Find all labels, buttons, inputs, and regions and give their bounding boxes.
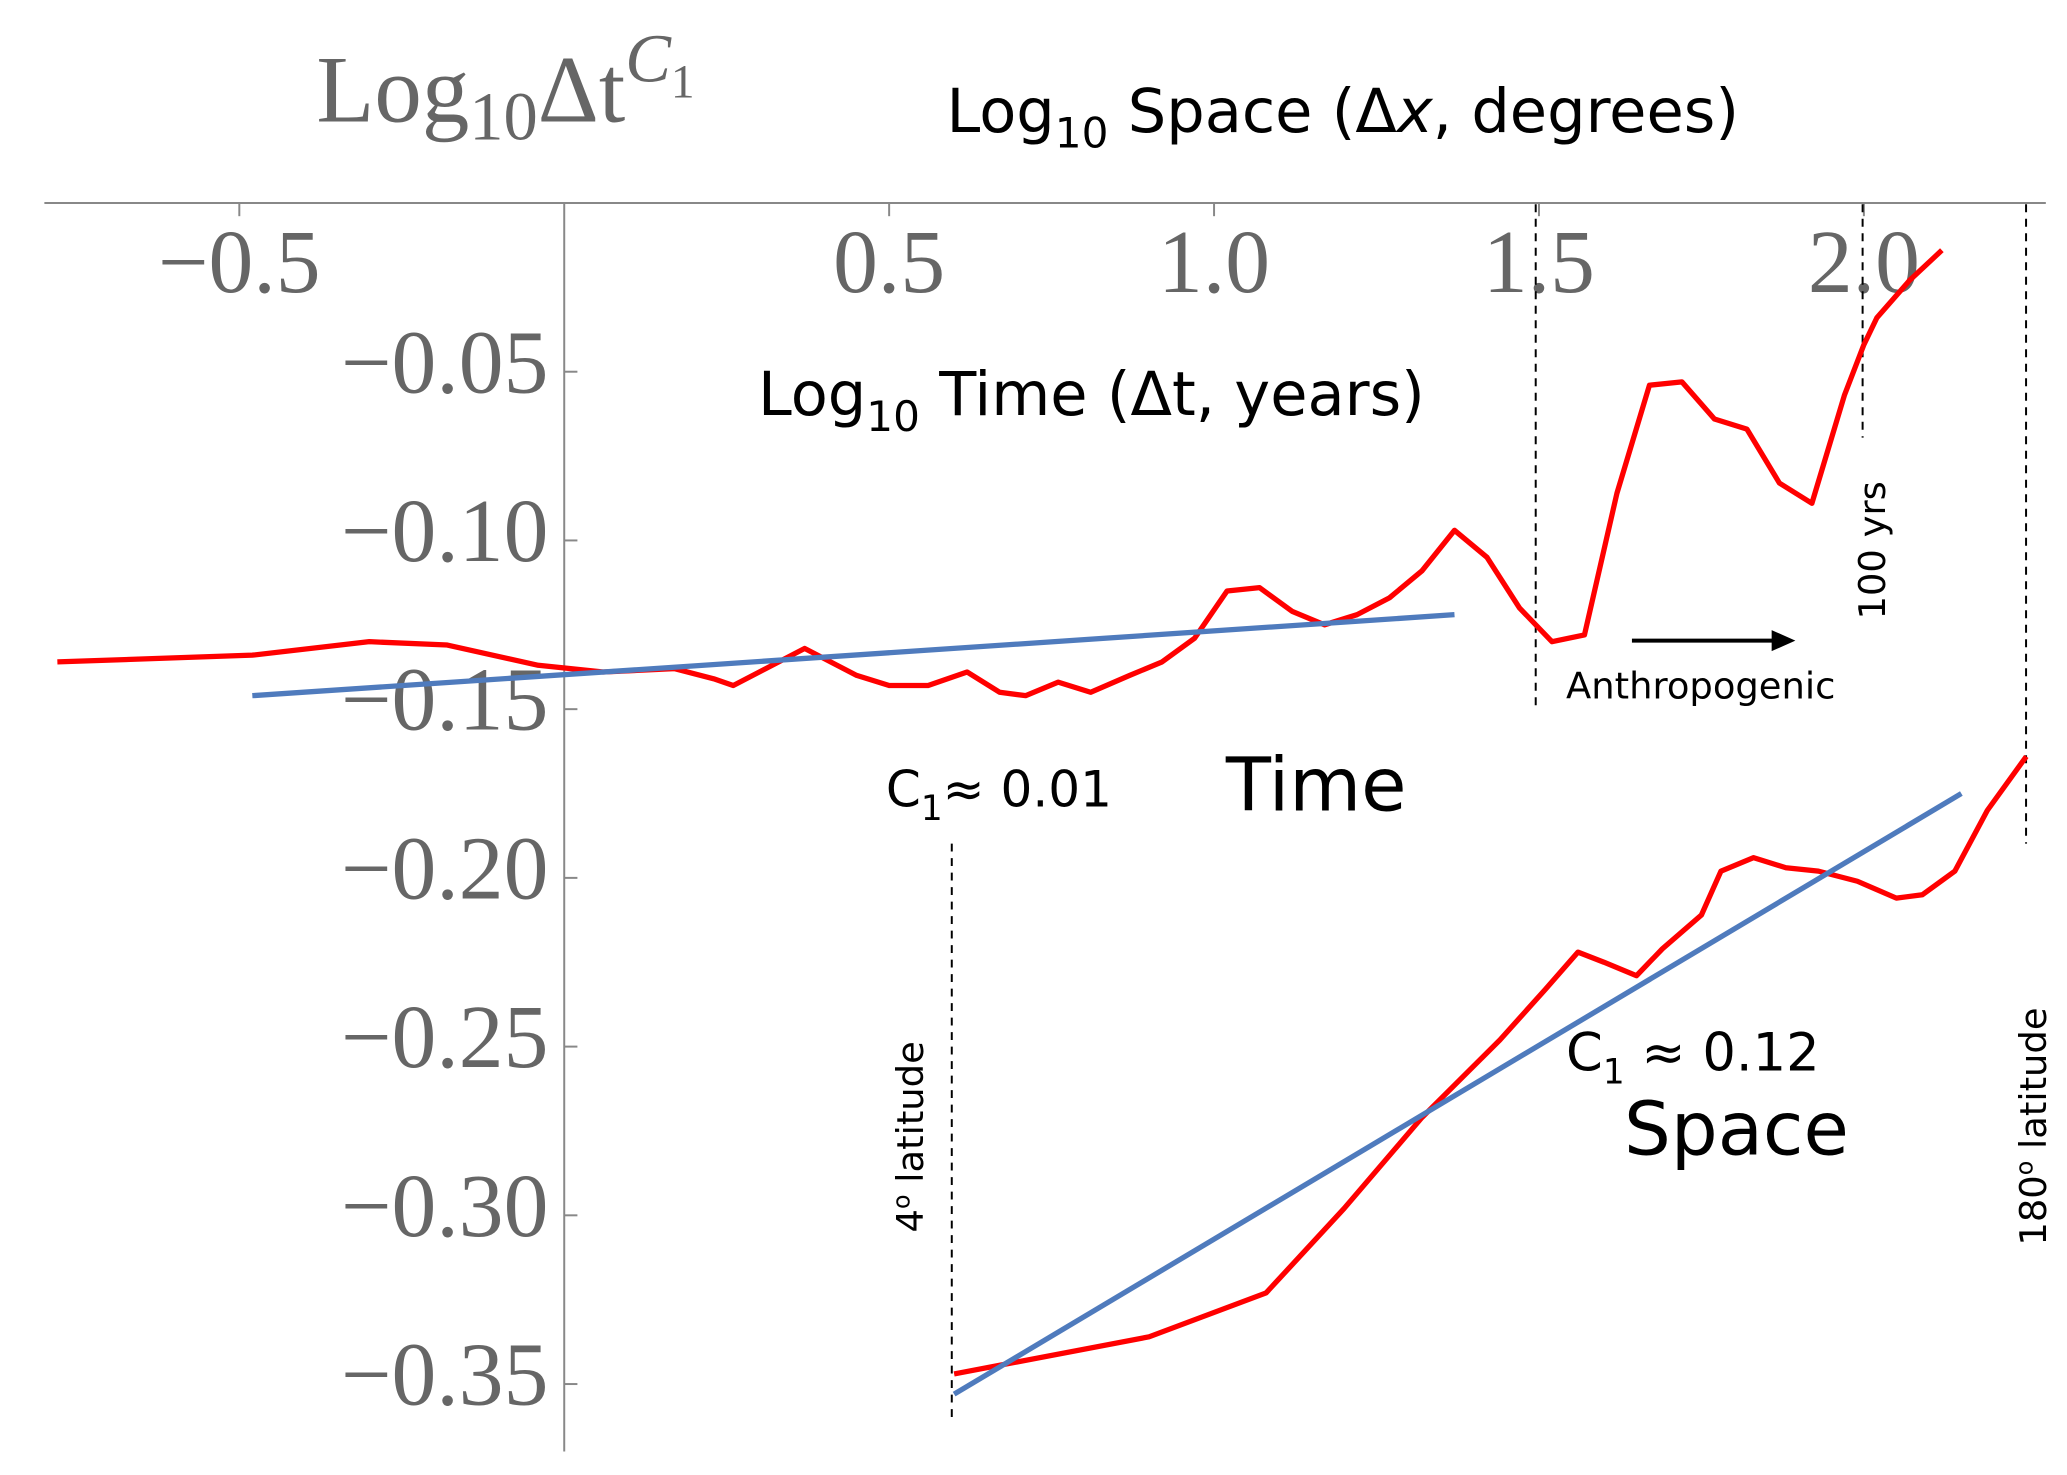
annotation: 4o latitude — [888, 1041, 932, 1232]
annotation: C1≈ 0.01 — [886, 761, 1112, 829]
label-part: C — [1566, 1022, 1603, 1083]
label-part: 180 — [2012, 1175, 2055, 1245]
x-axis-label: Log10 Time (Δt, years) — [758, 360, 1425, 441]
series-line — [57, 248, 1944, 699]
label-part: latitude — [889, 1041, 932, 1194]
label-part: ≈ 0.12 — [1625, 1022, 1820, 1083]
y-axis-label: Log10ΔtC1 — [316, 21, 694, 155]
x-tick-label: 2.0 — [1808, 213, 1920, 312]
y-tick-label: −0.20 — [341, 819, 548, 918]
x-tick-label: 0.5 — [833, 213, 945, 312]
label-part: Log — [758, 360, 866, 430]
annotation: 100 yrs — [1851, 481, 1894, 619]
label-sup-sub: 1 — [671, 57, 695, 109]
series-line — [952, 791, 1963, 1397]
y-tick-label: −0.30 — [341, 1157, 548, 1256]
annotation: Space — [1624, 1087, 1849, 1173]
x-tick-label: 1.0 — [1158, 213, 1270, 312]
label-part: x — [1395, 77, 1434, 147]
series-line — [252, 612, 1455, 699]
x-tick-label: 1.5 — [1483, 213, 1595, 312]
label-part: Δt — [538, 36, 625, 142]
x-axis-label-top: Log10 Space (Δx, degrees) — [947, 77, 1740, 158]
label-sup: o — [2011, 1161, 2039, 1176]
label-sub: 1 — [921, 789, 943, 829]
series-line — [953, 754, 2029, 1377]
arrow-head — [1771, 630, 1796, 652]
y-tick-label: −0.35 — [341, 1326, 548, 1425]
label-sup: C — [625, 21, 672, 97]
label-part: Space (Δ — [1108, 77, 1396, 147]
label-sub: 10 — [866, 392, 920, 441]
label-sub: 1 — [1603, 1053, 1625, 1093]
label-part: , degrees) — [1433, 77, 1739, 147]
label-sub: 10 — [1055, 109, 1109, 158]
y-tick-label: −0.15 — [341, 651, 548, 750]
label-sup: o — [888, 1194, 916, 1209]
y-tick-label: −0.05 — [341, 313, 548, 412]
axes: −0.5 0.5 1.0 1.5 2.0 −0.05 −0.10 −0.15 −0.20 −0.2… — [44, 202, 2046, 1452]
annotation: C1 ≈ 0.12 — [1566, 1022, 1820, 1092]
x-tick-label: −0.5 — [158, 213, 321, 312]
label-part: Log — [316, 36, 469, 142]
annotation: Time — [1225, 743, 1407, 829]
annotation: Anthropogenic — [1566, 665, 1835, 708]
label-part: C — [886, 761, 921, 819]
y-tick-label: −0.25 — [341, 988, 548, 1087]
label-part: Log — [947, 77, 1055, 147]
label-part: ≈ 0.01 — [943, 761, 1112, 819]
label-part: Time (Δt, years) — [920, 360, 1425, 430]
label-part: 4 — [889, 1209, 932, 1232]
label-part: latitude — [2012, 1007, 2055, 1160]
label-sub: 10 — [469, 79, 538, 155]
annotation: 180o latitude — [2011, 1007, 2055, 1245]
y-tick-label: −0.10 — [341, 482, 548, 581]
